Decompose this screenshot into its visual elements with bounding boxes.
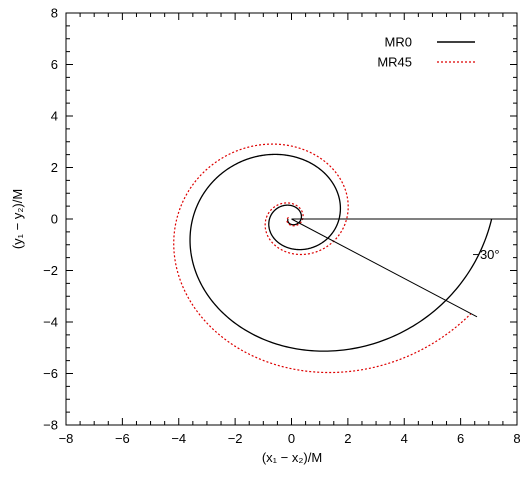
annotation-layer: −30° xyxy=(291,218,515,318)
y-tick-label: 0 xyxy=(51,212,58,227)
x-axis-label: (x₁ − x₂)/M xyxy=(262,450,322,465)
axis-ticks xyxy=(65,12,518,426)
y-tick-label: −8 xyxy=(43,418,58,433)
y-tick-label: −2 xyxy=(43,263,58,278)
legend-label-mr0: MR0 xyxy=(385,35,412,50)
series-line-mr0 xyxy=(189,153,493,352)
x-tick-label: 0 xyxy=(288,431,295,446)
y-tick-label: −4 xyxy=(43,315,58,330)
x-tick-label: −6 xyxy=(115,431,130,446)
legend-label-mr45: MR45 xyxy=(377,55,412,70)
x-tick-label: −2 xyxy=(228,431,243,446)
y-tick-label: 8 xyxy=(51,6,58,21)
y-tick-label: 4 xyxy=(51,109,58,124)
y-tick-label: −6 xyxy=(43,366,58,381)
x-tick-label: 2 xyxy=(344,431,351,446)
x-tick-label: −8 xyxy=(59,431,74,446)
series-layer xyxy=(173,143,493,374)
y-axis-label: (y₁ − y₂)/M xyxy=(10,189,25,249)
y-tick-label: 2 xyxy=(51,160,58,175)
series-line-mr45 xyxy=(173,143,472,374)
axis-tick-labels: −8 −6 −4 −2 0 2 4 6 8 −8 −6 −4 −2 0 2 4 6 8 xyxy=(43,6,520,447)
x-tick-label: 4 xyxy=(401,431,408,446)
reference-ray-angle xyxy=(291,218,478,318)
angle-annotation: −30° xyxy=(472,247,499,262)
x-tick-label: 8 xyxy=(513,431,520,446)
y-tick-label: 6 xyxy=(51,57,58,72)
x-tick-label: 6 xyxy=(457,431,464,446)
x-tick-label: −4 xyxy=(171,431,186,446)
legend: MR0 MR45 xyxy=(377,35,475,70)
